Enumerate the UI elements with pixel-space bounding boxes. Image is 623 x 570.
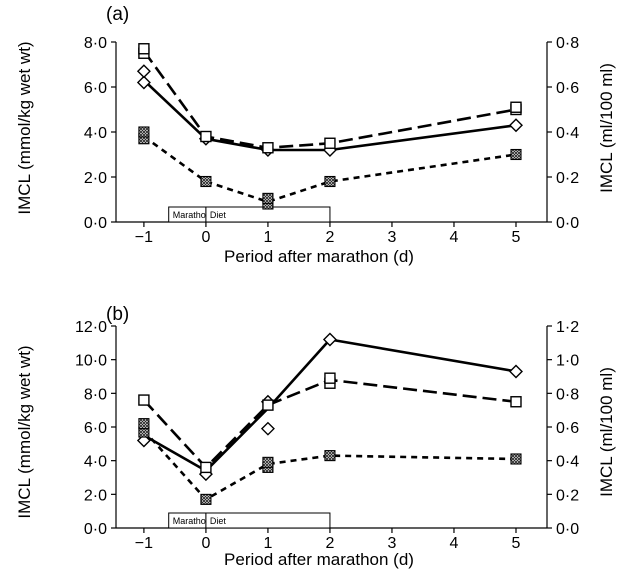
panel-b-square-marker <box>324 372 336 384</box>
panel-b-square-marker <box>138 394 150 406</box>
panel-a-x-tick-label: −1 <box>135 229 153 246</box>
panel-a-x-tick-label: 0 <box>201 229 210 246</box>
panel-b-hatched-marker <box>262 456 274 468</box>
panel-a-square-marker <box>138 43 150 55</box>
panel-a-right-y-title: IMCL (ml/100 ml) <box>597 63 616 193</box>
panel-b-timeline-label: Marathon <box>173 516 211 526</box>
panel-a-diamond-marker <box>136 75 151 90</box>
panel-b-square-marker <box>200 461 212 474</box>
panel-a-diamond-marker <box>509 118 523 133</box>
panel-a-hatched-marker <box>200 175 212 188</box>
panel-b-right-tick-label: 0·4 <box>556 454 579 471</box>
panel-b-diamond-marker <box>322 332 337 347</box>
panel-b-hatched-marker <box>324 450 336 462</box>
panel-b-square-marker <box>510 396 522 408</box>
panel-b-square-marker <box>262 399 274 411</box>
panel-b-diamond-marker <box>509 364 523 379</box>
panel-b-left-tick-label: 6·0 <box>84 420 107 437</box>
panel-b-timeline-label: Diet <box>210 516 227 526</box>
panel-a-left-y-title: IMCL (mmol/kg wet wt) <box>15 41 34 214</box>
panel-a-hatched-marker <box>138 126 150 138</box>
panel-b-x-tick-label: 5 <box>512 535 521 552</box>
panel-b-right-tick-label: 0·6 <box>556 420 579 437</box>
panel-a-square-marker <box>324 137 336 149</box>
panel-a-x-tick-label: 3 <box>388 229 397 246</box>
panel-b-hatched-marker <box>138 418 150 430</box>
panel-a-diamond-marker <box>136 64 151 79</box>
panel-a-timeline-label: Diet <box>210 210 227 220</box>
panel-b-x-tick-label: 0 <box>201 535 210 552</box>
panel-a-x-tick-label: 2 <box>325 229 334 246</box>
panel-a-hatched-marker <box>324 175 336 188</box>
panel-b-timeline-box <box>205 512 331 529</box>
panel-a-square-marker <box>262 142 274 154</box>
panel-b-left-tick-label: 2·0 <box>84 487 107 504</box>
panel-b-right-tick-label: 0·0 <box>556 521 579 538</box>
panel-a-left-tick-label: 6·0 <box>84 80 107 97</box>
panel-b-x-tick-label: 2 <box>325 535 334 552</box>
panel-b-diamond-marker <box>260 421 275 436</box>
panel-a-hatched-marker <box>510 148 522 161</box>
panel-b-left-y-title: IMCL (mmol/kg wet wt) <box>15 345 34 518</box>
panel-a-x-tick-label: 5 <box>512 229 521 246</box>
panel-a-square-marker <box>200 130 212 143</box>
panel-a-label: (a) <box>106 4 129 25</box>
panel-b: (b) IMCL (mmol/kg wet wt) IMCL (ml/100 m… <box>15 304 616 569</box>
panel-b-x-title: Period after marathon (d) <box>224 550 414 569</box>
panel-a-left-tick-label: 2·0 <box>84 170 107 187</box>
panel-a-right-tick-label: 0·6 <box>556 80 579 97</box>
panel-a-right-tick-label: 0·8 <box>556 35 579 52</box>
panel-a-hatched-marker <box>262 192 274 204</box>
panel-a-right-tick-label: 0·4 <box>556 125 579 142</box>
panel-a-right-tick-label: 0·2 <box>556 170 579 187</box>
panel-a: (a) IMCL (mmol/kg wet wt) IMCL (ml/100 m… <box>15 4 616 266</box>
panel-b-label: (b) <box>106 304 129 325</box>
panel-b-x-tick-label: −1 <box>135 535 153 552</box>
panel-b-left-tick-label: 4·0 <box>84 454 107 471</box>
panel-a-x-tick-label: 1 <box>263 229 272 246</box>
panel-b-left-tick-label: 12·0 <box>75 319 107 336</box>
panel-b-right-y-title: IMCL (ml/100 ml) <box>597 367 616 497</box>
panel-a-square-marker <box>510 101 522 113</box>
panel-b-left-tick-label: 8·0 <box>84 386 107 403</box>
panel-a-left-tick-label: 8·0 <box>84 35 107 52</box>
panel-a-x-title: Period after marathon (d) <box>224 247 414 266</box>
panel-a-timeline-label: Marathon <box>173 210 211 220</box>
panel-b-right-tick-label: 0·8 <box>556 386 579 403</box>
panel-a-x-tick-label: 4 <box>450 229 459 246</box>
panel-b-right-tick-label: 1·0 <box>556 353 579 370</box>
panel-b-left-tick-label: 0·0 <box>84 521 107 538</box>
panel-a-series-line-short-dash <box>143 135 517 204</box>
panel-b-x-tick-label: 4 <box>450 535 459 552</box>
panel-b-right-tick-label: 0·2 <box>556 487 579 504</box>
panel-b-x-tick-label: 3 <box>388 535 397 552</box>
panel-b-series-line-long-dash <box>142 378 517 469</box>
panel-b-series-line-short-dash <box>142 429 517 501</box>
panel-a-left-tick-label: 4·0 <box>84 125 107 142</box>
panel-b-x-tick-label: 1 <box>263 535 272 552</box>
panel-a-right-tick-label: 0·0 <box>556 215 579 232</box>
panel-b-hatched-marker <box>200 493 212 505</box>
panel-b-hatched-marker <box>510 453 522 465</box>
panel-a-left-tick-label: 0·0 <box>84 215 107 232</box>
panel-b-right-tick-label: 1·2 <box>556 319 579 336</box>
panel-b-left-tick-label: 10·0 <box>75 353 107 370</box>
